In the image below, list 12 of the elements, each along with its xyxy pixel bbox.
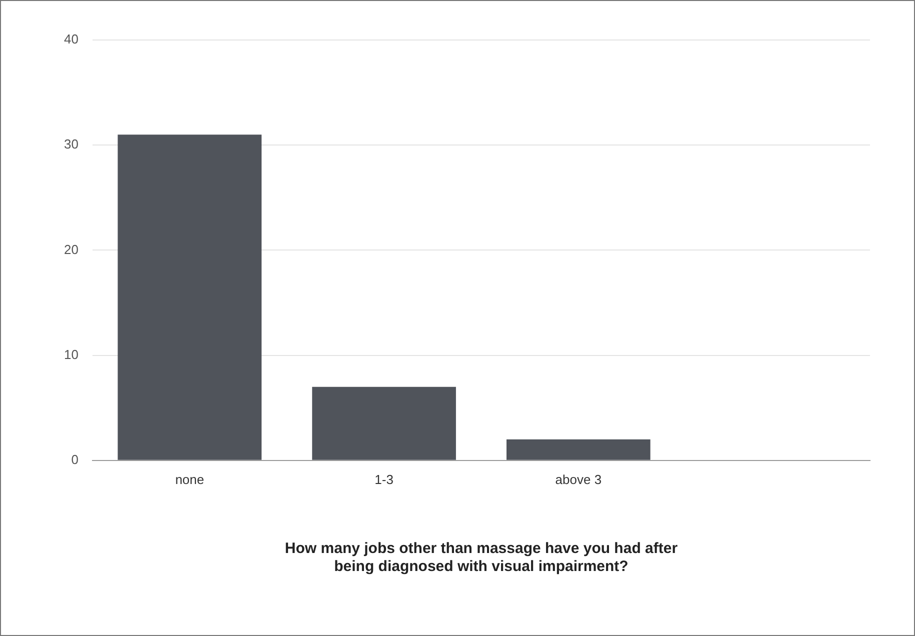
x-axis-title: How many jobs other than massage have you had after being diagnosed with visual impairment? [284,540,678,576]
x-tick-label: above 3 [555,472,602,487]
bar [506,439,650,460]
bar [118,134,262,460]
y-tick-label: 20 [64,242,78,257]
bar [312,386,456,460]
y-tick-label: 40 [64,32,78,47]
y-tick-label: 0 [71,452,78,467]
x-tick-label: 1-3 [374,472,394,487]
y-tick-label: 10 [64,346,78,362]
x-tick-label: none [175,472,204,487]
y-tick-label: 30 [64,136,78,152]
